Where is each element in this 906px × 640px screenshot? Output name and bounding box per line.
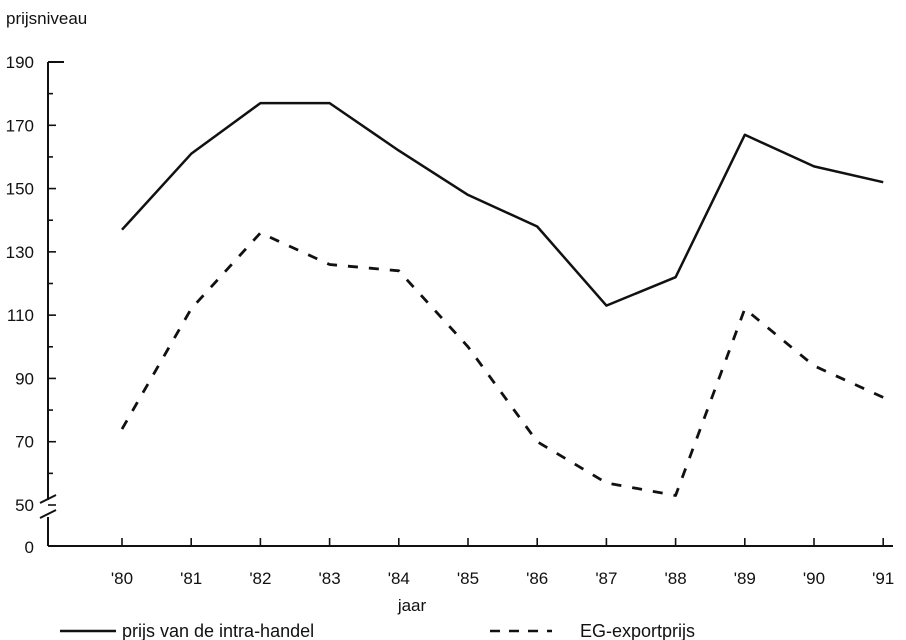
x-tick-label: '90 [803, 569, 825, 588]
y-tick-label: 50 [15, 496, 34, 515]
series-group [120, 101, 884, 497]
x-tick-label: '81 [180, 569, 202, 588]
x-tick-label: '85 [457, 569, 479, 588]
y-tick-label-zero: 0 [25, 538, 34, 557]
x-axis-title: jaar [397, 596, 427, 615]
x-tick-label: '82 [249, 569, 271, 588]
x-axis: '80 '81 '82 '83 '84 '85 '86 '87 '88 '89 '90 '91 jaa… [48, 538, 894, 615]
x-tick-label: '91 [872, 569, 894, 588]
x-tick-label: '83 [319, 569, 341, 588]
x-tick-label: '87 [595, 569, 617, 588]
x-tick-label: '80 [111, 569, 133, 588]
x-tick-label: '84 [388, 569, 410, 588]
x-ticks: '80 '81 '82 '83 '84 '85 '86 '87 '88 '89 '90 '91 [111, 538, 894, 588]
y-axis-break-mark [39, 494, 57, 519]
y-tick-label: 70 [15, 433, 34, 452]
legend: prijs van de intra-handel EG-exportprijs [60, 621, 695, 640]
y-tick-label: 90 [15, 369, 34, 388]
y-tick-label: 150 [6, 180, 34, 199]
legend-label-eg-exportprijs: EG-exportprijs [580, 621, 695, 640]
y-tick-label: 110 [7, 306, 34, 325]
y-tick-label: 130 [6, 243, 34, 262]
series-line-eg-exportprijs [120, 231, 884, 497]
y-tick-label: 190 [6, 53, 34, 72]
y-axis-title: prijsniveau [6, 9, 87, 28]
y-ticks: 50 70 90 110 130 150 170 190 [6, 53, 56, 515]
series-line-intra-handel [121, 101, 884, 307]
x-tick-label: '86 [526, 569, 548, 588]
legend-label-intra-handel: prijs van de intra-handel [122, 621, 314, 640]
y-axis: 50 70 90 110 130 150 170 190 0 [6, 53, 64, 557]
x-tick-label: '89 [734, 569, 756, 588]
y-tick-label: 170 [6, 116, 34, 135]
x-tick-label: '88 [665, 569, 687, 588]
